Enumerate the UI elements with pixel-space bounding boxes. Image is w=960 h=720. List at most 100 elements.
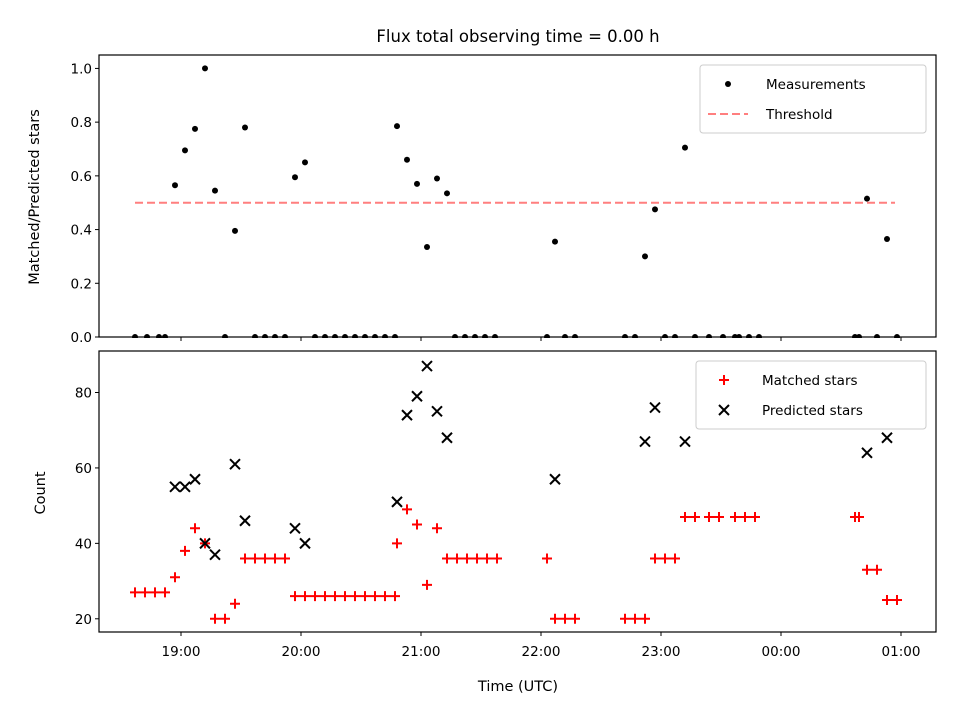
matched-star-point	[180, 545, 190, 556]
measurement-point	[884, 235, 890, 242]
plot-area	[130, 360, 902, 624]
matched-star-point	[310, 591, 320, 602]
matched-star-point	[630, 613, 640, 624]
matched-star-point	[854, 511, 864, 522]
legend-label: Predicted stars	[762, 403, 863, 419]
matched-star-point	[750, 511, 760, 522]
matched-star-point	[422, 579, 432, 590]
matched-star-point	[340, 591, 350, 602]
legend-box	[699, 64, 927, 134]
x-tick-label: 23:00	[642, 644, 681, 660]
measurement-point	[242, 124, 248, 131]
top-panel: 0.0 0.2 0.4 0.6 0.8 1.0 Measurements Threshold	[71, 54, 937, 346]
x-tick-label: 20:00	[282, 644, 321, 660]
predicted-star-point	[391, 496, 403, 508]
measurement-point	[864, 195, 870, 202]
predicted-star-point	[299, 537, 311, 550]
predicted-star-point	[289, 522, 301, 534]
matched-star-point	[872, 564, 882, 575]
matched-star-point	[140, 587, 150, 598]
x-tick-label: 01:00	[882, 644, 921, 660]
y-tick-label: 0.6	[71, 169, 92, 185]
y-tick-label: 1.0	[71, 61, 92, 77]
matched-star-point	[442, 553, 452, 564]
predicted-star-point	[441, 432, 453, 444]
matched-star-point	[660, 553, 670, 564]
matched-star-point	[680, 511, 690, 522]
matched-star-point	[350, 591, 360, 602]
matched-star-point	[190, 523, 200, 534]
matched-star-point	[130, 587, 140, 598]
x-tick-label: 00:00	[762, 644, 801, 660]
matched-star-point	[570, 613, 580, 624]
predicted-star-point	[209, 548, 221, 561]
predicted-star-point	[881, 432, 893, 444]
measurement-point	[212, 187, 218, 194]
measurement-point	[172, 182, 178, 189]
predicted-star-point	[679, 435, 691, 448]
measurement-point	[424, 244, 430, 251]
predicted-star-point	[189, 473, 201, 485]
x-axis-label: Time (UTC)	[477, 679, 558, 695]
matched-star-point	[360, 591, 370, 602]
y-tick-label: 0.8	[71, 115, 92, 131]
matched-star-point	[452, 553, 462, 564]
matched-star-point	[432, 523, 442, 534]
y-tick-label: 0.4	[71, 223, 92, 239]
measurement-point	[642, 253, 648, 260]
matched-star-point	[892, 594, 902, 605]
measurement-point	[444, 190, 450, 197]
measurement-point	[404, 156, 410, 163]
matched-star-point	[740, 511, 750, 522]
predicted-star-point	[179, 481, 191, 493]
predicted-star-point	[239, 515, 251, 527]
measurement-point	[202, 65, 208, 72]
measurement-point	[182, 147, 188, 154]
matched-star-point	[260, 553, 270, 564]
matched-star-point	[462, 553, 472, 564]
y-tick-label: 60	[75, 461, 92, 477]
measurement-point	[434, 175, 440, 182]
matched-star-point	[320, 591, 330, 602]
y-tick-label: 0.2	[71, 276, 92, 292]
matched-star-point	[250, 553, 260, 564]
top-y-axis-label: Matched/Predicted stars	[27, 109, 43, 285]
matched-star-point	[542, 553, 552, 564]
legend-label: Measurements	[766, 77, 866, 93]
x-tick-label: 21:00	[402, 644, 441, 660]
predicted-star-point	[639, 435, 651, 448]
matched-star-point	[240, 553, 250, 564]
legend-marker	[718, 404, 730, 416]
legend: Matched stars Predicted stars	[695, 360, 927, 430]
matched-star-point	[670, 553, 680, 564]
matched-star-point	[300, 591, 310, 602]
matched-star-point	[150, 587, 160, 598]
matched-star-point	[392, 538, 402, 549]
matched-star-point	[492, 553, 502, 564]
measurement-point	[552, 238, 558, 245]
predicted-star-point	[169, 481, 181, 493]
legend-marker	[725, 81, 731, 87]
x-tick-label: 22:00	[522, 644, 561, 660]
matched-star-point	[290, 591, 300, 602]
x-tick-label: 19:00	[162, 644, 201, 660]
legend: Measurements Threshold	[699, 64, 927, 134]
matched-star-point	[730, 511, 740, 522]
axes-frame	[98, 350, 937, 633]
bottom-panel: 20 40 60 80 19:00 20:00 21:00 22:00 23:00 00:00 01…	[75, 350, 937, 660]
measurement-point	[232, 227, 238, 234]
matched-star-point	[472, 553, 482, 564]
matched-star-point	[270, 553, 280, 564]
matched-star-point	[230, 598, 240, 609]
predicted-star-point	[649, 401, 661, 414]
matched-star-point	[690, 511, 700, 522]
matched-star-point	[280, 553, 290, 564]
matched-star-point	[560, 613, 570, 624]
measurement-point	[682, 144, 688, 151]
matched-star-point	[620, 613, 630, 624]
matched-star-point	[882, 594, 892, 605]
matched-star-point	[650, 553, 660, 564]
predicted-star-point	[229, 458, 241, 470]
measurement-point	[302, 159, 308, 166]
